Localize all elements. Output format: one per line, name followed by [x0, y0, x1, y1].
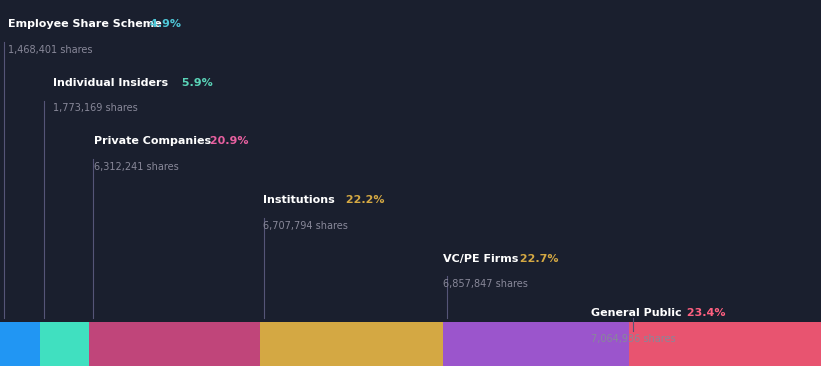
Text: 6,707,794 shares: 6,707,794 shares	[263, 221, 347, 231]
Text: 6,857,847 shares: 6,857,847 shares	[443, 279, 528, 289]
Text: Institutions: Institutions	[263, 195, 334, 205]
Text: Private Companies: Private Companies	[94, 137, 212, 146]
Text: 22.7%: 22.7%	[516, 254, 558, 264]
Text: General Public: General Public	[591, 309, 681, 318]
Bar	[260, 322, 443, 366]
Bar	[0, 322, 40, 366]
Text: 20.9%: 20.9%	[206, 137, 249, 146]
Bar	[629, 322, 821, 366]
Text: VC/PE Firms: VC/PE Firms	[443, 254, 519, 264]
Text: 23.4%: 23.4%	[683, 309, 726, 318]
Text: 7,064,936 shares: 7,064,936 shares	[591, 334, 676, 344]
Text: 1,773,169 shares: 1,773,169 shares	[53, 104, 138, 113]
Bar	[443, 322, 629, 366]
Text: 5.9%: 5.9%	[178, 78, 213, 88]
Text: 22.2%: 22.2%	[342, 195, 384, 205]
Text: 4.9%: 4.9%	[146, 19, 181, 29]
Text: 6,312,241 shares: 6,312,241 shares	[94, 162, 179, 172]
Text: Individual Insiders: Individual Insiders	[53, 78, 168, 88]
Text: Employee Share Scheme: Employee Share Scheme	[8, 19, 162, 29]
Bar	[40, 322, 89, 366]
Text: 1,468,401 shares: 1,468,401 shares	[8, 45, 93, 55]
Bar	[89, 322, 260, 366]
